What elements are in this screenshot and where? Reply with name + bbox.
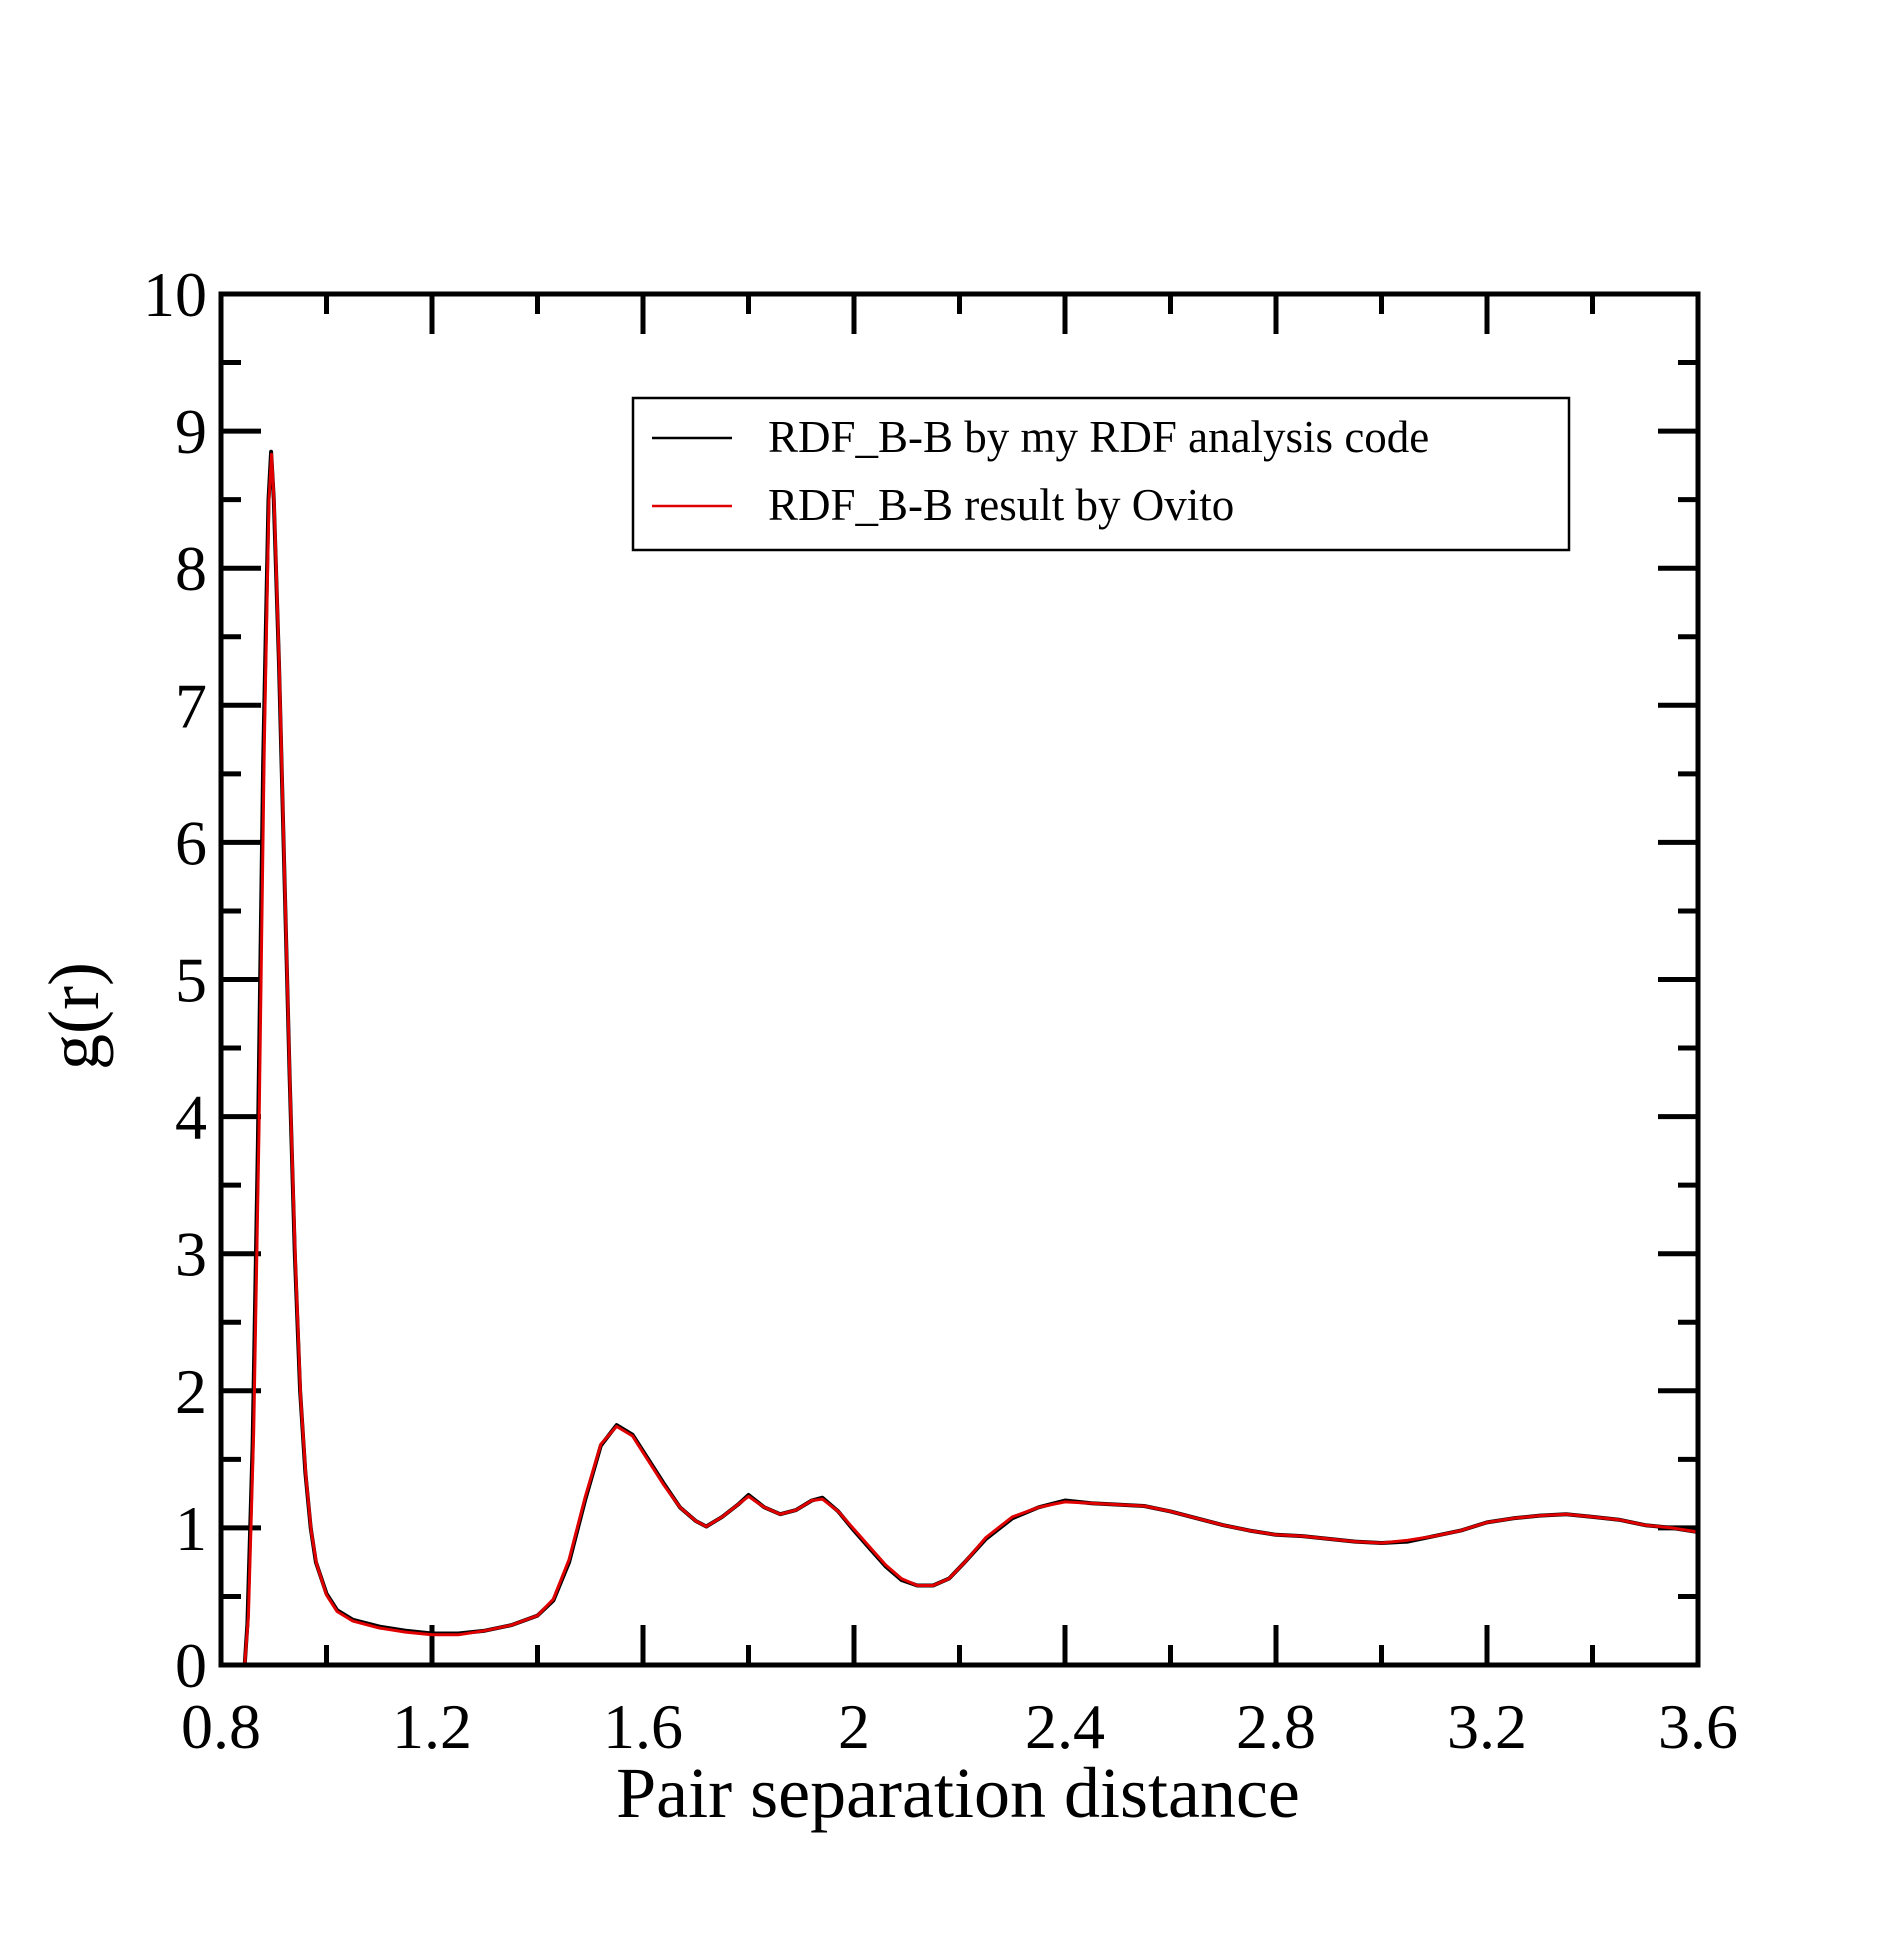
y-axis-title: g(r) bbox=[34, 962, 114, 1070]
y-tick-label: 1 bbox=[175, 1493, 207, 1564]
y-tick-label: 8 bbox=[175, 533, 207, 604]
plot-frame bbox=[218, 291, 1701, 1668]
legend-box bbox=[631, 396, 1571, 552]
y-tick-label: 5 bbox=[175, 945, 207, 1016]
x-tick-label: 1.2 bbox=[392, 1691, 472, 1762]
x-tick-label: 2.4 bbox=[1025, 1691, 1105, 1762]
y-tick-label: 9 bbox=[175, 396, 207, 467]
y-tick-label: 0 bbox=[175, 1630, 207, 1701]
y-tick-label: 6 bbox=[175, 807, 207, 878]
x-tick-label: 0.8 bbox=[181, 1691, 261, 1762]
legend-label-my-code: RDF_B-B by my RDF analysis code bbox=[768, 412, 1429, 462]
x-tick-label: 1.6 bbox=[603, 1691, 683, 1762]
y-tick-label: 3 bbox=[175, 1219, 207, 1290]
x-axis-title: Pair separation distance bbox=[616, 1753, 1300, 1833]
legend-label-ovito: RDF_B-B result by Ovito bbox=[768, 480, 1234, 530]
y-tick-label: 7 bbox=[175, 670, 207, 741]
series-lines bbox=[221, 449, 1699, 1667]
legend: RDF_B-B by my RDF analysis code RDF_B-B … bbox=[631, 396, 1571, 552]
x-tick-label: 2 bbox=[838, 1691, 870, 1762]
y-tick-label: 4 bbox=[175, 1082, 207, 1153]
y-tick-label: 10 bbox=[143, 259, 207, 330]
x-tick-label: 3.6 bbox=[1658, 1691, 1738, 1762]
y-tick-labels: 0 1 2 3 4 5 6 7 8 9 10 bbox=[143, 259, 207, 1701]
y-tick-label: 2 bbox=[175, 1356, 207, 1427]
series-line-1 bbox=[221, 452, 1699, 1667]
x-tick-label: 3.2 bbox=[1447, 1691, 1527, 1762]
x-tick-labels: 0.8 1.2 1.6 2 2.4 2.8 3.2 3.6 bbox=[181, 1691, 1738, 1762]
series-line-0 bbox=[221, 449, 1699, 1667]
x-tick-label: 2.8 bbox=[1236, 1691, 1316, 1762]
